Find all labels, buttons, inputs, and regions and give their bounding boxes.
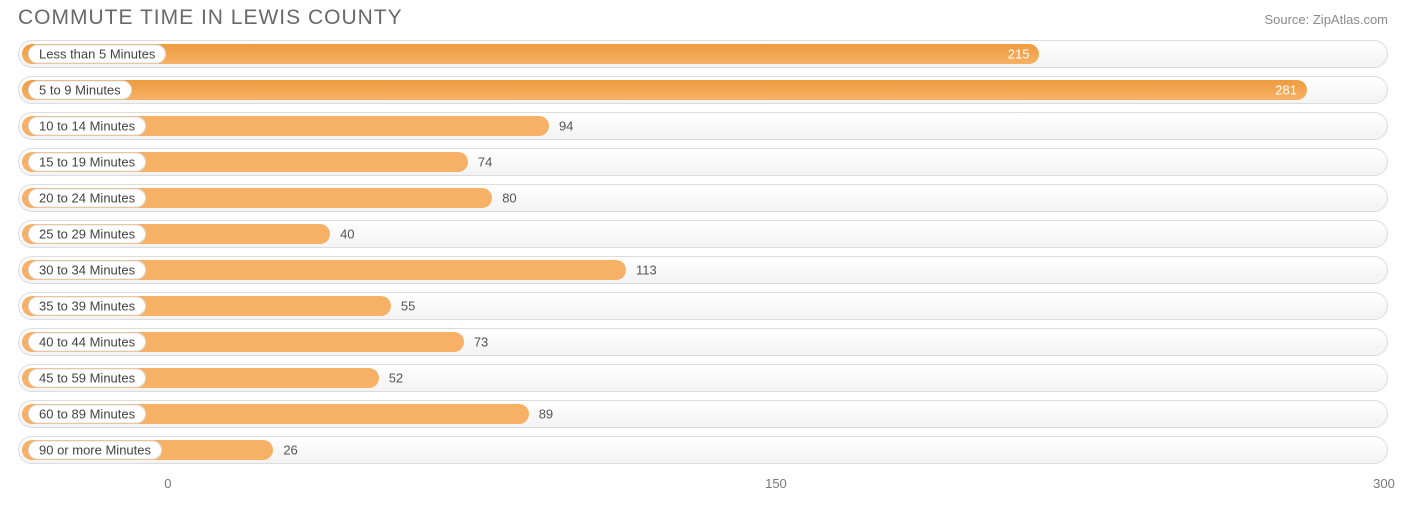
value-label: 89 [539,407,553,422]
value-label: 40 [340,227,354,242]
category-pill: 90 or more Minutes [28,441,162,460]
category-pill: Less than 5 Minutes [28,45,166,64]
category-pill: 35 to 39 Minutes [28,297,146,316]
x-axis: 0150300 [18,472,1388,498]
category-pill: 10 to 14 Minutes [28,117,146,136]
category-pill: 5 to 9 Minutes [28,81,132,100]
bar-row: 40 to 44 Minutes 73 [18,328,1388,356]
value-label: 113 [636,263,657,278]
value-label: 80 [502,191,516,206]
category-pill: 25 to 29 Minutes [28,225,146,244]
value-label: 74 [478,155,492,170]
bar-row: 5 to 9 Minutes 281 [18,76,1388,104]
value-label: 55 [401,299,415,314]
bar-fill [22,80,1307,100]
bar-row: Less than 5 Minutes 215 [18,40,1388,68]
category-pill: 30 to 34 Minutes [28,261,146,280]
bar-row: 25 to 29 Minutes 40 [18,220,1388,248]
category-pill: 45 to 59 Minutes [28,369,146,388]
chart-area: Less than 5 Minutes 215 5 to 9 Minutes 281 1… [0,32,1406,464]
axis-tick: 0 [164,476,171,491]
category-pill: 15 to 19 Minutes [28,153,146,172]
bar-row: 15 to 19 Minutes 74 [18,148,1388,176]
category-pill: 20 to 24 Minutes [28,189,146,208]
bar-row: 45 to 59 Minutes 52 [18,364,1388,392]
value-label: 26 [283,443,297,458]
chart-source: Source: ZipAtlas.com [1264,12,1388,27]
bar-fill [22,44,1039,64]
category-pill: 60 to 89 Minutes [28,405,146,424]
bar-row: 30 to 34 Minutes 113 [18,256,1388,284]
bar-row: 60 to 89 Minutes 89 [18,400,1388,428]
category-pill: 40 to 44 Minutes [28,333,146,352]
value-label: 73 [474,335,488,350]
bar-row: 10 to 14 Minutes 94 [18,112,1388,140]
bar-row: 20 to 24 Minutes 80 [18,184,1388,212]
axis-tick: 300 [1373,476,1395,491]
chart-header: COMMUTE TIME IN LEWIS COUNTY Source: Zip… [0,0,1406,32]
value-label: 281 [1275,83,1297,98]
chart-title: COMMUTE TIME IN LEWIS COUNTY [18,6,403,30]
value-label: 94 [559,119,573,134]
bar-row: 90 or more Minutes 26 [18,436,1388,464]
bar-row: 35 to 39 Minutes 55 [18,292,1388,320]
axis-tick: 150 [765,476,787,491]
value-label: 215 [1008,47,1030,62]
value-label: 52 [389,371,403,386]
